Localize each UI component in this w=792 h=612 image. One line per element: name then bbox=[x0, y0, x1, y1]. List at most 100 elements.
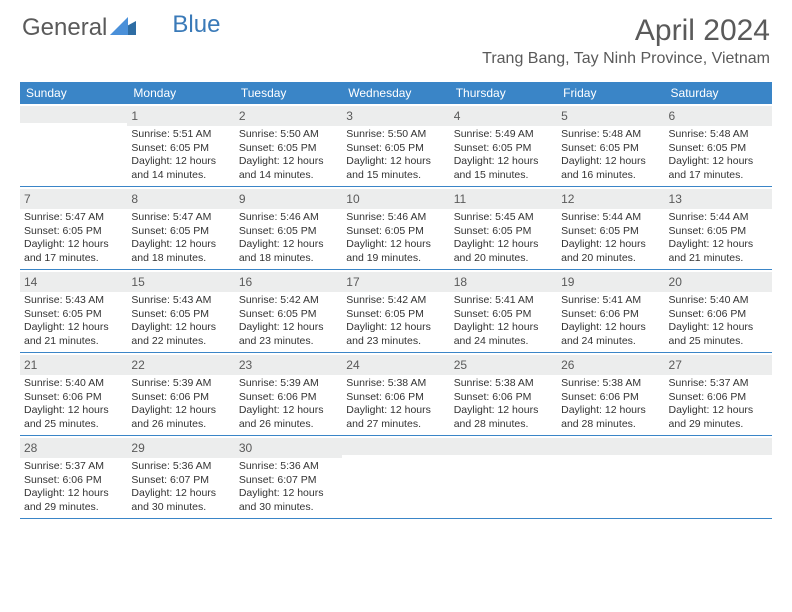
calendar: SundayMondayTuesdayWednesdayThursdayFrid… bbox=[20, 82, 772, 519]
sunset-text: Sunset: 6:05 PM bbox=[24, 225, 123, 239]
day-header-cell: Wednesday bbox=[342, 82, 449, 104]
day-details: Sunrise: 5:51 AMSunset: 6:05 PMDaylight:… bbox=[131, 128, 230, 183]
sunrise-text: Sunrise: 5:43 AM bbox=[131, 294, 230, 308]
day-header-cell: Sunday bbox=[20, 82, 127, 104]
empty-day-number bbox=[342, 438, 449, 455]
week-row: 21 Sunrise: 5:40 AMSunset: 6:06 PMDayligh… bbox=[20, 353, 772, 436]
sunset-text: Sunset: 6:05 PM bbox=[561, 142, 660, 156]
day-cell: 14Sunrise: 5:43 AMSunset: 6:05 PMDayligh… bbox=[20, 270, 127, 352]
day-number: 23 bbox=[239, 358, 252, 372]
sunrise-text: Sunrise: 5:38 AM bbox=[561, 377, 660, 391]
daylight-text: Daylight: 12 hours and 25 minutes. bbox=[669, 321, 768, 348]
empty-day-number bbox=[450, 438, 557, 455]
sunset-text: Sunset: 6:06 PM bbox=[669, 308, 768, 322]
day-cell: 29Sunrise: 5:36 AMSunset: 6:07 PMDayligh… bbox=[127, 436, 234, 518]
sunset-text: Sunset: 6:05 PM bbox=[561, 225, 660, 239]
day-details: Sunrise: 5:41 AMSunset: 6:06 PMDaylight:… bbox=[561, 294, 660, 349]
day-cell: 4Sunrise: 5:49 AMSunset: 6:05 PMDaylight… bbox=[450, 104, 557, 186]
sunrise-text: Sunrise: 5:41 AM bbox=[561, 294, 660, 308]
day-cell: 23Sunrise: 5:39 AMSunset: 6:06 PMDayligh… bbox=[235, 353, 342, 435]
location-text: Trang Bang, Tay Ninh Province, Vietnam bbox=[482, 50, 770, 68]
sunrise-text: Sunrise: 5:41 AM bbox=[454, 294, 553, 308]
sunset-text: Sunset: 6:05 PM bbox=[24, 308, 123, 322]
day-number: 5 bbox=[561, 109, 568, 123]
day-details: Sunrise: 5:38 AMSunset: 6:06 PMDaylight:… bbox=[346, 377, 445, 432]
day-number: 11 bbox=[454, 192, 466, 206]
sunset-text: Sunset: 6:05 PM bbox=[131, 225, 230, 239]
day-details: Sunrise: 5:40 AMSunset: 6:06 PMDaylight:… bbox=[24, 377, 123, 432]
day-cell: 20Sunrise: 5:40 AMSunset: 6:06 PMDayligh… bbox=[665, 270, 772, 352]
day-details: Sunrise: 5:47 AMSunset: 6:05 PMDaylight:… bbox=[131, 211, 230, 266]
daylight-text: Daylight: 12 hours and 24 minutes. bbox=[561, 321, 660, 348]
sunset-text: Sunset: 6:05 PM bbox=[239, 225, 338, 239]
daylight-text: Daylight: 12 hours and 14 minutes. bbox=[239, 155, 338, 182]
header: General Blue April 2024 Trang Bang, Tay … bbox=[0, 0, 792, 74]
sunrise-text: Sunrise: 5:50 AM bbox=[239, 128, 338, 142]
daylight-text: Daylight: 12 hours and 28 minutes. bbox=[561, 404, 660, 431]
sunrise-text: Sunrise: 5:37 AM bbox=[669, 377, 768, 391]
day-cell: 27Sunrise: 5:37 AMSunset: 6:06 PMDayligh… bbox=[665, 353, 772, 435]
day-number: 21 bbox=[24, 358, 37, 372]
empty-day-number bbox=[557, 438, 664, 455]
day-number: 7 bbox=[24, 192, 31, 206]
daylight-text: Daylight: 12 hours and 29 minutes. bbox=[669, 404, 768, 431]
day-cell: 21 Sunrise: 5:40 AMSunset: 6:06 PMDayligh… bbox=[20, 353, 127, 435]
day-cell: 22Sunrise: 5:39 AMSunset: 6:06 PMDayligh… bbox=[127, 353, 234, 435]
month-title: April 2024 bbox=[482, 14, 770, 48]
sunset-text: Sunset: 6:05 PM bbox=[669, 225, 768, 239]
day-details: Sunrise: 5:42 AMSunset: 6:05 PMDaylight:… bbox=[346, 294, 445, 349]
sunset-text: Sunset: 6:05 PM bbox=[346, 225, 445, 239]
day-number: 13 bbox=[669, 192, 682, 206]
day-cell bbox=[20, 104, 127, 186]
sunrise-text: Sunrise: 5:46 AM bbox=[239, 211, 338, 225]
empty-day-number bbox=[20, 106, 127, 123]
sunrise-text: Sunrise: 5:47 AM bbox=[131, 211, 230, 225]
sunrise-text: Sunrise: 5:45 AM bbox=[454, 211, 553, 225]
day-details: Sunrise: 5:48 AMSunset: 6:05 PMDaylight:… bbox=[561, 128, 660, 183]
day-number: 20 bbox=[669, 275, 682, 289]
sunrise-text: Sunrise: 5:50 AM bbox=[346, 128, 445, 142]
logo-text-general: General bbox=[22, 14, 107, 42]
sunset-text: Sunset: 6:06 PM bbox=[561, 391, 660, 405]
week-row: 28Sunrise: 5:37 AMSunset: 6:06 PMDayligh… bbox=[20, 436, 772, 519]
daylight-text: Daylight: 12 hours and 29 minutes. bbox=[24, 487, 123, 514]
day-cell: 25Sunrise: 5:38 AMSunset: 6:06 PMDayligh… bbox=[450, 353, 557, 435]
day-details: Sunrise: 5:43 AMSunset: 6:05 PMDaylight:… bbox=[24, 294, 123, 349]
day-number: 24 bbox=[346, 358, 359, 372]
sunrise-text: Sunrise: 5:51 AM bbox=[131, 128, 230, 142]
sunset-text: Sunset: 6:05 PM bbox=[239, 142, 338, 156]
day-number: 4 bbox=[454, 109, 461, 123]
week-row: 7 Sunrise: 5:47 AMSunset: 6:05 PMDaylight… bbox=[20, 187, 772, 270]
day-details: Sunrise: 5:46 AMSunset: 6:05 PMDaylight:… bbox=[239, 211, 338, 266]
daylight-text: Daylight: 12 hours and 14 minutes. bbox=[131, 155, 230, 182]
sunset-text: Sunset: 6:05 PM bbox=[454, 308, 553, 322]
logo-text-blue: Blue bbox=[172, 11, 220, 39]
day-number: 18 bbox=[454, 275, 467, 289]
day-number: 10 bbox=[346, 192, 359, 206]
day-cell: 13Sunrise: 5:44 AMSunset: 6:05 PMDayligh… bbox=[665, 187, 772, 269]
day-cell: 15Sunrise: 5:43 AMSunset: 6:05 PMDayligh… bbox=[127, 270, 234, 352]
daylight-text: Daylight: 12 hours and 30 minutes. bbox=[131, 487, 230, 514]
day-details: Sunrise: 5:37 AMSunset: 6:06 PMDaylight:… bbox=[669, 377, 768, 432]
sunrise-text: Sunrise: 5:38 AM bbox=[454, 377, 553, 391]
day-number: 29 bbox=[131, 441, 144, 455]
day-cell: 3Sunrise: 5:50 AMSunset: 6:05 PMDaylight… bbox=[342, 104, 449, 186]
sunrise-text: Sunrise: 5:48 AM bbox=[561, 128, 660, 142]
sunset-text: Sunset: 6:06 PM bbox=[454, 391, 553, 405]
day-number: 12 bbox=[561, 192, 574, 206]
day-cell bbox=[450, 436, 557, 518]
logo-icon bbox=[110, 14, 136, 42]
sunrise-text: Sunrise: 5:44 AM bbox=[669, 211, 768, 225]
day-cell: 18Sunrise: 5:41 AMSunset: 6:05 PMDayligh… bbox=[450, 270, 557, 352]
day-cell: 10Sunrise: 5:46 AMSunset: 6:05 PMDayligh… bbox=[342, 187, 449, 269]
sunset-text: Sunset: 6:05 PM bbox=[669, 142, 768, 156]
day-cell: 16Sunrise: 5:42 AMSunset: 6:05 PMDayligh… bbox=[235, 270, 342, 352]
day-details: Sunrise: 5:48 AMSunset: 6:05 PMDaylight:… bbox=[669, 128, 768, 183]
sunrise-text: Sunrise: 5:39 AM bbox=[131, 377, 230, 391]
day-details: Sunrise: 5:44 AMSunset: 6:05 PMDaylight:… bbox=[561, 211, 660, 266]
day-details: Sunrise: 5:37 AMSunset: 6:06 PMDaylight:… bbox=[24, 460, 123, 515]
day-cell: 1Sunrise: 5:51 AMSunset: 6:05 PMDaylight… bbox=[127, 104, 234, 186]
sunrise-text: Sunrise: 5:44 AM bbox=[561, 211, 660, 225]
sunset-text: Sunset: 6:06 PM bbox=[669, 391, 768, 405]
sunset-text: Sunset: 6:06 PM bbox=[24, 474, 123, 488]
